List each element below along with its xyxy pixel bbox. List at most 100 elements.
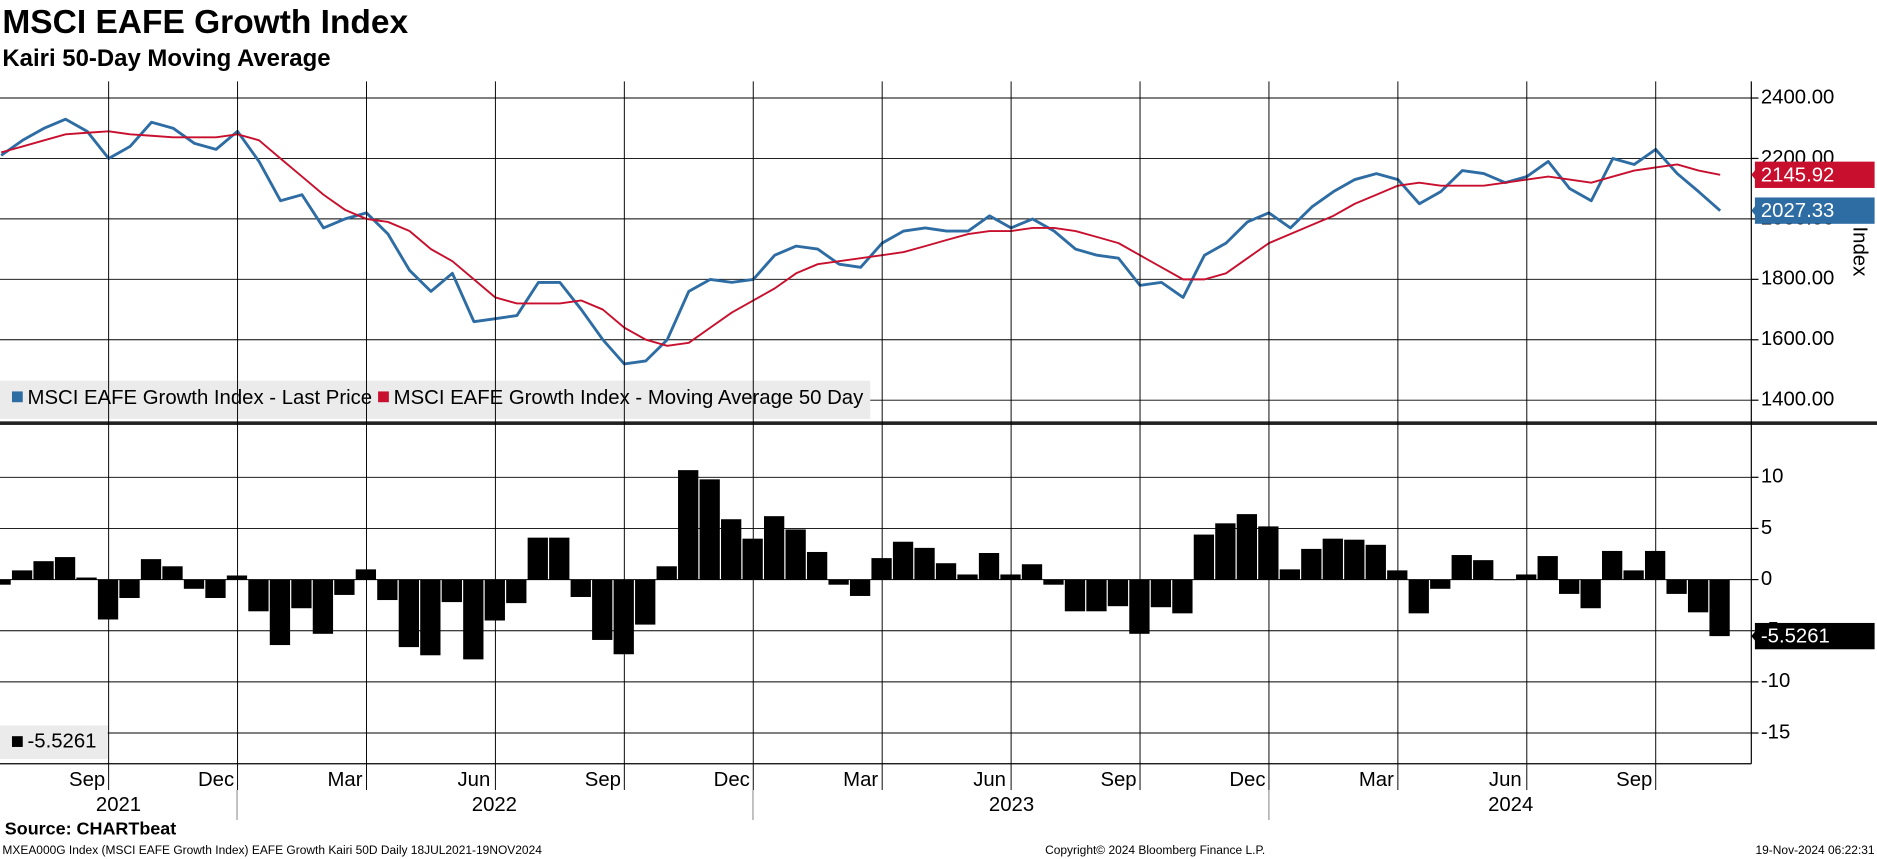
x-tick-label: Sep bbox=[1616, 769, 1652, 791]
bar bbox=[549, 537, 570, 580]
bar bbox=[1473, 560, 1494, 580]
bar bbox=[785, 529, 806, 580]
legend-label: MSCI EAFE Growth Index - Moving Average … bbox=[394, 387, 864, 409]
bar bbox=[1086, 579, 1107, 612]
bar bbox=[1000, 574, 1021, 580]
bar bbox=[570, 579, 591, 597]
bar bbox=[935, 563, 957, 580]
legend-label: -5.5261 bbox=[28, 731, 97, 753]
bar bbox=[1494, 579, 1515, 581]
legend-swatch bbox=[11, 736, 23, 747]
bar bbox=[742, 538, 763, 580]
bar bbox=[0, 579, 11, 585]
bar bbox=[957, 574, 978, 580]
bar bbox=[527, 537, 548, 580]
value-tag-pointer bbox=[1751, 203, 1758, 218]
bar bbox=[1301, 548, 1322, 580]
bar bbox=[205, 579, 226, 599]
bar bbox=[312, 579, 334, 634]
x-tick-label: Dec bbox=[1229, 769, 1265, 791]
x-tick-label: Sep bbox=[1100, 769, 1136, 791]
x-tick-label: Sep bbox=[69, 769, 105, 791]
series-line bbox=[0, 117, 1722, 366]
bar bbox=[334, 579, 355, 595]
legend-swatch bbox=[378, 391, 389, 403]
legend-swatch bbox=[11, 391, 23, 403]
y-tick-label: 10 bbox=[1761, 466, 1784, 488]
bar bbox=[1279, 569, 1300, 580]
bar bbox=[892, 541, 914, 580]
bar bbox=[183, 579, 205, 589]
bar bbox=[269, 579, 291, 646]
legend-box bbox=[0, 380, 871, 419]
bar bbox=[635, 579, 656, 625]
value-tag-pointer bbox=[1751, 167, 1758, 182]
bar bbox=[33, 561, 54, 580]
bar bbox=[291, 579, 312, 609]
value-tag bbox=[1754, 161, 1875, 188]
x-tick-label: Jun bbox=[973, 769, 1006, 791]
value-tag-label: 2027.33 bbox=[1761, 200, 1834, 222]
bar bbox=[1687, 579, 1709, 613]
bar bbox=[1602, 550, 1623, 580]
bar bbox=[1666, 579, 1687, 594]
bar bbox=[1193, 534, 1215, 580]
bar bbox=[1322, 538, 1343, 580]
bar bbox=[1537, 556, 1558, 580]
x-tick-label: Mar bbox=[1359, 769, 1394, 791]
y-tick-label: 1800.00 bbox=[1761, 268, 1834, 290]
panel-divider bbox=[0, 421, 1877, 425]
y-tick-label: 5 bbox=[1761, 517, 1772, 539]
y-tick-label: -10 bbox=[1761, 670, 1790, 692]
x-group-label: 2024 bbox=[1488, 794, 1533, 816]
bar bbox=[226, 575, 248, 580]
x-tick-label: Mar bbox=[843, 769, 878, 791]
x-group-label: 2023 bbox=[989, 794, 1034, 816]
bar bbox=[1559, 579, 1580, 594]
bar bbox=[592, 579, 613, 640]
bar bbox=[1172, 579, 1193, 614]
bar bbox=[978, 552, 1000, 580]
bar bbox=[1365, 544, 1386, 580]
bar bbox=[54, 557, 76, 580]
legend-label: MSCI EAFE Growth Index - Last Price bbox=[28, 387, 373, 409]
x-group-label: 2022 bbox=[472, 794, 517, 816]
bar bbox=[1107, 579, 1129, 607]
bar bbox=[1516, 574, 1537, 580]
y-tick-label: 0 bbox=[1761, 568, 1772, 590]
bar bbox=[1129, 579, 1150, 634]
y-tick-label: -15 bbox=[1761, 721, 1790, 743]
bar bbox=[1043, 579, 1064, 585]
bar bbox=[1709, 579, 1730, 637]
bar bbox=[1580, 579, 1601, 609]
bar bbox=[140, 559, 162, 580]
bar bbox=[1387, 570, 1408, 580]
bar bbox=[1451, 555, 1472, 580]
x-tick-label: Sep bbox=[585, 769, 621, 791]
bar bbox=[76, 577, 97, 580]
value-tag bbox=[1754, 197, 1875, 224]
bar bbox=[721, 519, 742, 580]
bar bbox=[11, 570, 33, 580]
series-line bbox=[0, 130, 1721, 347]
bar bbox=[484, 579, 505, 621]
bar bbox=[1236, 514, 1258, 580]
bar bbox=[871, 558, 892, 580]
value-tag bbox=[1754, 622, 1875, 650]
x-tick-label: Mar bbox=[327, 769, 362, 791]
bar bbox=[355, 569, 377, 580]
bar bbox=[1021, 564, 1043, 580]
bar bbox=[420, 579, 441, 656]
bar bbox=[441, 579, 462, 603]
bar bbox=[828, 579, 849, 585]
value-tag-pointer bbox=[1751, 628, 1758, 644]
bar bbox=[506, 579, 527, 604]
value-tag-label: 2145.92 bbox=[1761, 164, 1834, 186]
bar bbox=[248, 579, 269, 612]
y-tick-label: 1400.00 bbox=[1761, 389, 1834, 411]
footer-left: MXEA000G Index (MSCI EAFE Growth Index) … bbox=[2, 843, 542, 857]
bar bbox=[914, 547, 935, 580]
x-group-label: 2021 bbox=[96, 794, 141, 816]
